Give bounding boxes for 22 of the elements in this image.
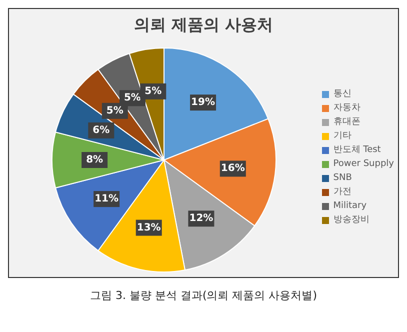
caption: 그림 3. 불량 분석 결과(의뢰 제품의 사용처별) — [88, 288, 318, 303]
data-label: 13% — [136, 222, 161, 234]
legend-label: 휴대폰 — [333, 116, 360, 129]
chart-title: 의뢰 제품의 사용처 — [132, 14, 274, 36]
legend-label: 기타 — [333, 130, 352, 143]
legend-label: 가전 — [333, 186, 352, 199]
data-label: 12% — [189, 213, 214, 224]
legend-label: 반도체 Test — [333, 144, 381, 157]
legend-label: 방송장비 — [333, 214, 370, 227]
legend-label: 자동차 — [333, 102, 360, 115]
data-label: 5% — [124, 92, 141, 104]
data-label: 11% — [94, 194, 119, 205]
legend-label: SNB — [333, 172, 352, 185]
data-label: 16% — [220, 163, 245, 174]
data-label: 6% — [92, 124, 110, 136]
data-label: 8% — [86, 154, 104, 166]
legend-label: 통신 — [333, 88, 352, 101]
legend-label: Military — [333, 200, 367, 213]
data-label: 19% — [191, 97, 215, 108]
data-label: 5% — [106, 105, 124, 116]
data-label: 5% — [144, 86, 162, 97]
legend-label: Power Supply — [333, 158, 394, 171]
